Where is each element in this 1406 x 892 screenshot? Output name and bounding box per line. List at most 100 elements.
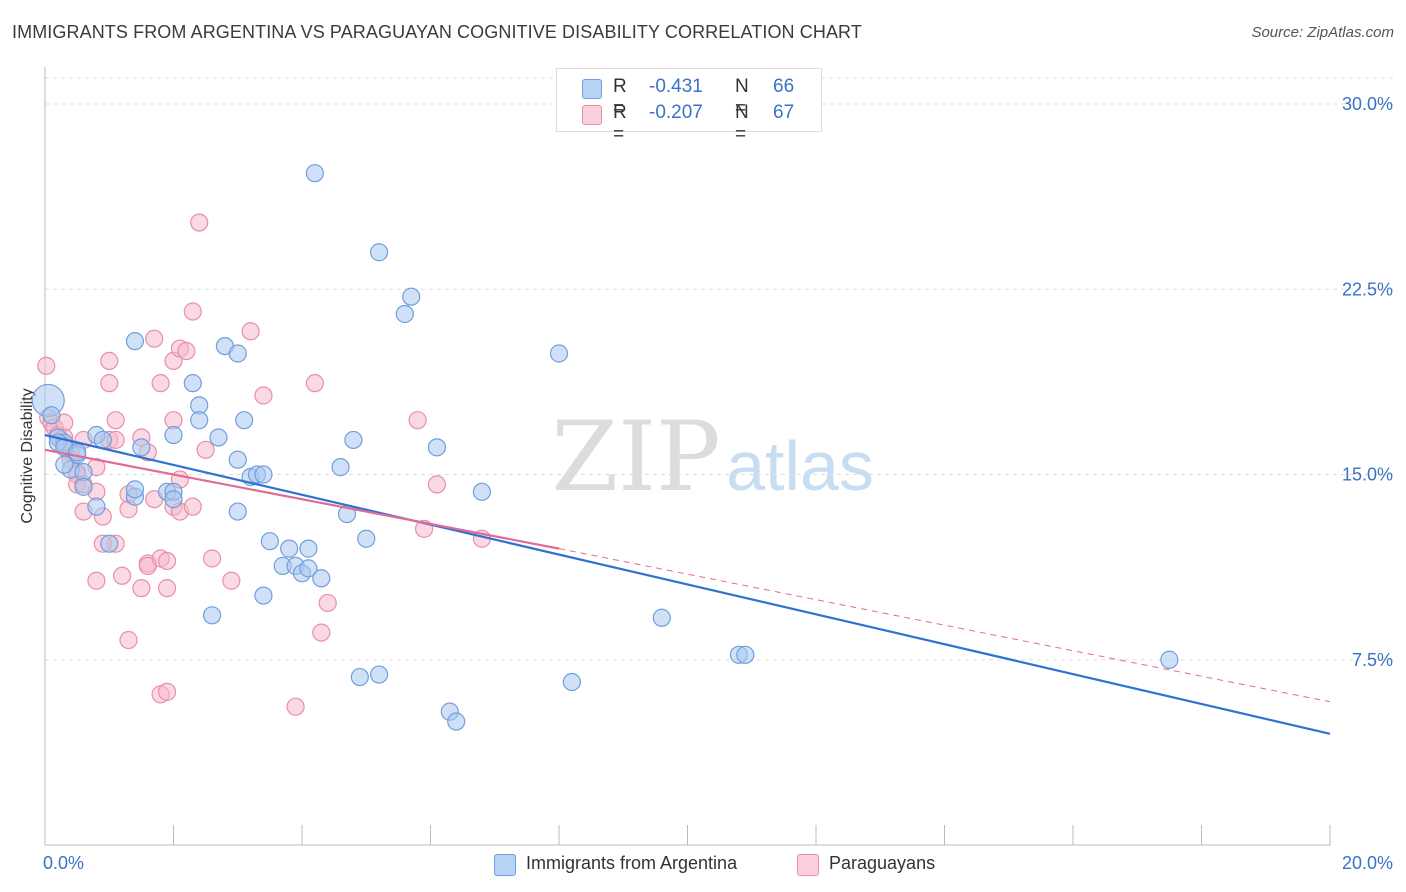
x-tick-label: 20.0% — [1342, 853, 1393, 873]
point-paraguayans — [312, 623, 331, 642]
point-paraguayans — [100, 351, 119, 371]
point-argentina — [164, 425, 183, 445]
point-paraguayans — [202, 549, 222, 568]
source-label: Source: ZipAtlas.com — [1251, 24, 1394, 41]
y-tick-label: 30.0% — [1342, 94, 1393, 114]
series-legend: Immigrants from Argentina Paraguayans — [0, 852, 1406, 876]
point-argentina — [164, 490, 183, 509]
point-paraguayans — [157, 682, 177, 701]
r-value: -0.431 — [649, 76, 703, 97]
trendline-paraguayans — [558, 548, 1331, 703]
series-argentina — [31, 164, 1179, 731]
point-argentina — [299, 559, 318, 578]
point-argentina — [312, 569, 331, 588]
trendline-argentina — [44, 433, 1331, 735]
point-argentina — [235, 411, 254, 430]
point-argentina — [125, 480, 145, 499]
point-argentina — [254, 465, 273, 484]
point-argentina — [331, 458, 350, 477]
y-tick-label: 22.5% — [1342, 279, 1393, 299]
point-argentina — [370, 243, 389, 262]
point-paraguayans — [305, 374, 324, 393]
point-argentina — [472, 482, 491, 501]
n-value: 67 — [773, 102, 795, 123]
point-argentina — [280, 539, 299, 558]
r-value: -0.207 — [649, 102, 703, 123]
watermark-atlas: atlas — [726, 427, 874, 505]
point-paraguayans — [157, 551, 177, 571]
point-argentina — [125, 332, 145, 351]
point-argentina — [652, 608, 671, 627]
point-paraguayans — [112, 566, 132, 585]
point-paraguayans — [183, 302, 202, 321]
point-paraguayans — [151, 374, 170, 393]
trendline-paraguayans — [44, 448, 560, 550]
point-paraguayans — [106, 411, 125, 430]
point-paraguayans — [241, 322, 260, 341]
point-argentina — [299, 539, 318, 558]
point-argentina — [100, 534, 119, 553]
legend-swatch-paraguayans — [582, 105, 602, 125]
point-argentina — [87, 497, 106, 516]
point-argentina — [370, 665, 389, 684]
point-argentina — [132, 438, 151, 457]
point-argentina — [447, 712, 466, 731]
point-paraguayans — [37, 356, 56, 375]
point-argentina — [55, 455, 74, 474]
point-argentina — [344, 430, 363, 450]
point-paraguayans — [222, 571, 241, 590]
n-value: 66 — [773, 76, 795, 97]
point-paraguayans — [145, 329, 164, 348]
point-argentina — [549, 344, 569, 363]
point-paraguayans — [196, 440, 215, 459]
legend-swatch-paraguayans — [797, 854, 819, 876]
y-tick-label: 15.0% — [1342, 465, 1393, 485]
y-tick-label: 7.5% — [1352, 650, 1393, 670]
watermark-zip: ZIP — [551, 401, 720, 513]
point-paraguayans — [100, 374, 119, 393]
point-argentina — [228, 450, 247, 469]
point-argentina — [228, 502, 247, 521]
point-argentina — [202, 606, 222, 625]
point-argentina — [42, 406, 61, 425]
x-tick-label: 0.0% — [43, 853, 84, 873]
n-label: N = — [735, 102, 749, 145]
point-paraguayans — [254, 386, 273, 405]
point-argentina — [260, 532, 279, 551]
point-argentina — [228, 344, 247, 363]
point-argentina — [209, 428, 228, 447]
point-argentina — [1160, 650, 1179, 669]
point-argentina — [395, 304, 414, 324]
r-label: R = — [613, 102, 627, 145]
point-paraguayans — [190, 213, 209, 232]
correlation-legend: R = -0.431 N = 66 R = -0.207 N = 67 — [556, 68, 822, 145]
point-argentina — [357, 529, 376, 548]
legend-swatch-argentina — [582, 79, 602, 99]
legend-label-argentina: Immigrants from Argentina — [526, 853, 738, 873]
point-argentina — [183, 374, 202, 393]
legend-swatch-argentina — [494, 854, 516, 876]
point-argentina — [74, 477, 93, 496]
legend-label-paraguayans: Paraguayans — [829, 853, 936, 873]
point-paraguayans — [157, 579, 177, 598]
point-argentina — [190, 411, 209, 430]
point-paraguayans — [183, 497, 202, 516]
r-label: R = — [613, 76, 627, 119]
point-argentina — [402, 287, 421, 306]
chart-title: IMMIGRANTS FROM ARGENTINA VS PARAGUAYAN … — [12, 22, 862, 42]
n-label: N = — [735, 76, 749, 119]
point-paraguayans — [318, 593, 337, 613]
point-argentina — [350, 667, 369, 687]
point-paraguayans — [132, 579, 151, 598]
point-argentina — [305, 164, 324, 183]
point-argentina — [93, 430, 112, 450]
point-paraguayans — [408, 411, 427, 430]
point-paraguayans — [87, 571, 106, 590]
point-argentina — [427, 438, 447, 457]
point-paraguayans — [177, 341, 196, 361]
point-paraguayans — [427, 475, 447, 494]
point-argentina — [254, 586, 273, 605]
point-paraguayans — [286, 697, 305, 716]
point-argentina — [736, 645, 755, 664]
